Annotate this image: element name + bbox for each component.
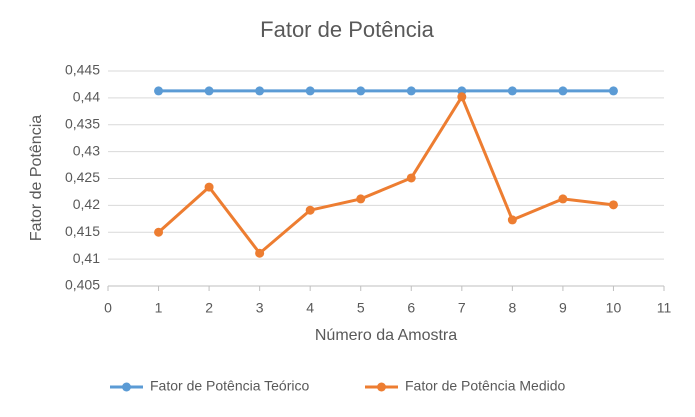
y-tick-label: 0,415 [65,223,100,239]
data-point [608,200,618,210]
x-tick-label: 8 [508,300,516,316]
legend-marker [377,382,386,392]
y-tick-label: 0,42 [73,196,100,212]
x-tick-label: 7 [458,300,466,316]
data-point [255,248,265,258]
y-axis-title: Fator de Potência [28,115,45,241]
x-tick-label: 10 [606,300,622,316]
data-point [356,86,366,96]
data-point [406,86,416,96]
x-axis-title: Número da Amostra [315,327,457,344]
x-tick-label: 9 [559,300,567,316]
legend-label: Fator de Potência Medido [405,378,566,394]
data-point [154,227,164,237]
chart-title: Fator de Potência [260,17,434,42]
data-point [356,194,366,204]
series-line [157,93,614,256]
data-point [204,86,214,96]
x-tick-label: 6 [407,300,415,316]
data-point [558,86,568,96]
y-tick-label: 0,425 [65,169,100,185]
x-tick-label: 5 [357,300,365,316]
y-tick-label: 0,44 [73,89,100,105]
x-tick-label: 11 [657,300,672,316]
data-point [255,86,265,96]
y-tick-label: 0,435 [65,115,100,131]
y-tick-label: 0,445 [65,62,100,78]
legend-label: Fator de Potência Teórico [150,378,309,394]
data-point [608,86,618,96]
data-point [204,182,214,192]
x-tick-label: 3 [256,300,264,316]
data-point [507,86,517,96]
data-point [154,86,164,96]
y-tick-label: 0,43 [73,142,100,158]
data-point [558,194,568,204]
x-tick-label: 1 [155,300,163,316]
y-tick-label: 0,405 [65,277,100,293]
data-point [507,215,517,225]
x-tick-label: 0 [104,300,112,316]
x-tick-label: 2 [205,300,213,316]
x-tick-label: 4 [306,300,314,316]
data-point [305,86,315,96]
y-tick-label: 0,41 [73,250,100,266]
data-point [305,205,315,215]
data-point [457,92,467,102]
data-point [406,173,416,183]
legend-marker [122,382,131,392]
